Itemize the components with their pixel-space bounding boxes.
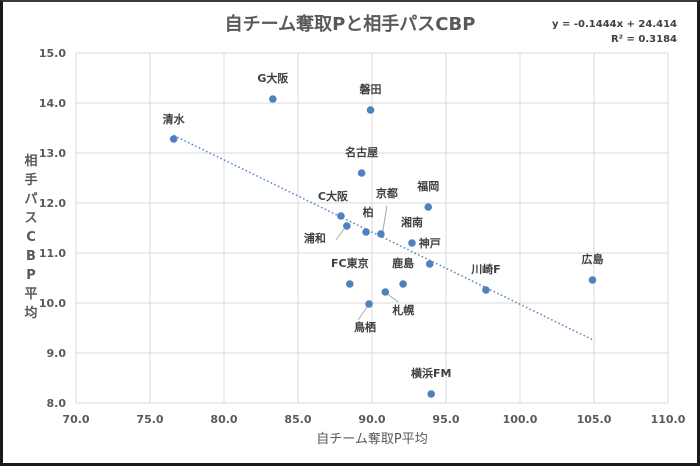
point-label: 札幌 — [391, 303, 414, 317]
trendline-group — [173, 134, 593, 341]
data-point — [408, 239, 416, 247]
y-axis-title-char: 平 — [24, 287, 37, 302]
data-point — [381, 288, 390, 296]
point-label: 川崎F — [470, 262, 501, 276]
point-label: 湘南 — [401, 215, 423, 229]
data-point — [482, 286, 490, 294]
y-axis-title-char: B — [26, 249, 36, 264]
data-point — [424, 203, 433, 211]
trendline — [173, 134, 593, 341]
x-axis-ticks: 70.0 75.0 80.0 85.0 90.0 95.0 100.0 105.0 110.0 — [62, 413, 685, 426]
data-point — [588, 276, 597, 284]
point-label: C大阪 — [318, 189, 349, 203]
y-tick-label: 9.0 — [47, 347, 67, 360]
data-point — [399, 280, 407, 288]
label-callout — [382, 205, 388, 232]
data-point — [366, 106, 375, 114]
data-point — [343, 222, 351, 230]
point-label: 福岡 — [416, 179, 439, 193]
y-tick-label: 10.0 — [39, 297, 66, 310]
point-label: 鹿島 — [392, 256, 414, 270]
data-point — [169, 135, 178, 143]
x-tick-label: 85.0 — [284, 413, 311, 426]
data-point — [425, 260, 434, 268]
point-label: 鳥栖 — [354, 320, 376, 334]
point-label: 京都 — [376, 186, 398, 200]
point-label: 柏 — [363, 205, 374, 219]
y-axis-title-char: 相 — [24, 153, 37, 169]
y-axis-title-char: ス — [24, 211, 37, 226]
label-callout — [357, 306, 368, 321]
y-axis-title-char: 手 — [24, 172, 37, 188]
label-callout — [335, 228, 345, 241]
label-callouts — [335, 205, 399, 321]
y-axis-title-char: P — [26, 268, 36, 283]
x-tick-label: 90.0 — [358, 413, 385, 426]
y-axis-title-char: 均 — [24, 305, 37, 321]
y-tick-label: 8.0 — [47, 397, 67, 410]
data-point — [365, 300, 373, 308]
point-label: 広島 — [582, 252, 604, 266]
label-callout — [387, 293, 399, 303]
data-point — [337, 212, 345, 220]
y-axis-title-char: C — [26, 230, 36, 245]
data-point — [357, 169, 366, 177]
x-tick-label: 110.0 — [651, 413, 686, 426]
data-point — [427, 390, 436, 398]
data-point — [346, 280, 354, 288]
point-label: 浦和 — [304, 231, 326, 245]
x-tick-label: 70.0 — [62, 413, 89, 426]
trendline-r2: R² = 0.3184 — [611, 34, 677, 45]
data-point — [362, 228, 370, 236]
x-axis-title: 自チーム奪取P平均 — [316, 431, 427, 447]
data-point — [269, 95, 277, 103]
point-label: 横浜FM — [411, 366, 451, 380]
point-label: G大阪 — [257, 71, 289, 85]
point-label: 磐田 — [360, 82, 382, 96]
y-axis-ticks: 8.0 9.0 10.0 11.0 12.0 13.0 14.0 15.0 — [39, 47, 66, 410]
x-tick-label: 80.0 — [210, 413, 237, 426]
trendline-equation: y = -0.1444x + 24.414 — [552, 19, 677, 30]
data-point — [377, 230, 385, 238]
x-tick-label: 75.0 — [136, 413, 163, 426]
point-label: 神戸 — [419, 236, 441, 250]
gridlines — [75, 52, 669, 404]
x-tick-label: 105.0 — [577, 413, 612, 426]
x-tick-label: 100.0 — [503, 413, 538, 426]
point-label: 名古屋 — [345, 145, 378, 159]
x-tick-label: 95.0 — [432, 413, 459, 426]
data-points — [169, 95, 597, 398]
y-tick-label: 11.0 — [39, 247, 66, 260]
point-label: 清水 — [163, 112, 186, 126]
chart-title: 自チーム奪取Pと相手パスCBP — [225, 13, 476, 35]
y-axis-title-char: パ — [24, 192, 37, 207]
y-tick-label: 13.0 — [39, 147, 66, 160]
y-tick-label: 12.0 — [39, 197, 66, 210]
point-label: FC東京 — [331, 256, 369, 270]
y-tick-label: 15.0 — [39, 47, 66, 60]
y-tick-label: 14.0 — [39, 97, 66, 110]
